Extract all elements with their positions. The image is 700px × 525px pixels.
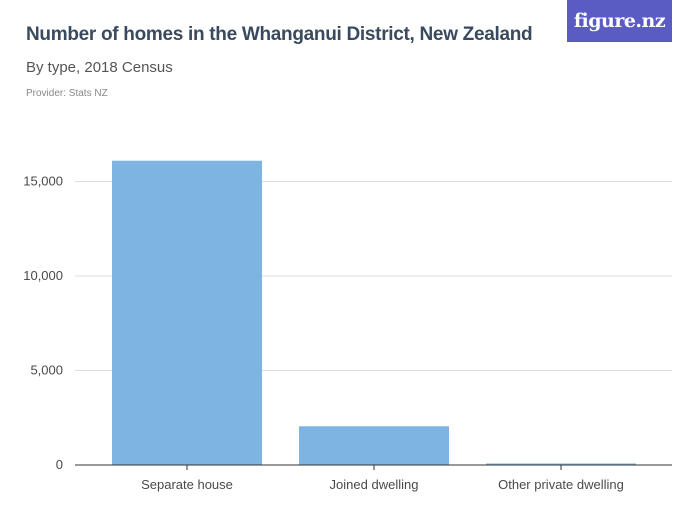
x-category-label: Other private dwelling [498,477,624,492]
y-tick-label: 15,000 [23,174,63,189]
chart-title: Number of homes in the Whanganui Distric… [26,24,533,45]
x-category-label: Separate house [141,477,233,492]
provider-note: Provider: Stats NZ [26,88,108,99]
chart-subtitle: By type, 2018 Census [26,59,173,76]
brand-label: figure.nz [573,10,666,32]
figure-nz-logo[interactable]: figure.nz [567,0,672,42]
bar [299,426,449,465]
y-tick-label: 10,000 [23,268,63,283]
y-tick-label: 5,000 [30,363,63,378]
y-tick-label: 0 [56,457,63,472]
bar [112,160,262,465]
x-category-label: Joined dwelling [330,477,419,492]
bar [486,463,636,465]
